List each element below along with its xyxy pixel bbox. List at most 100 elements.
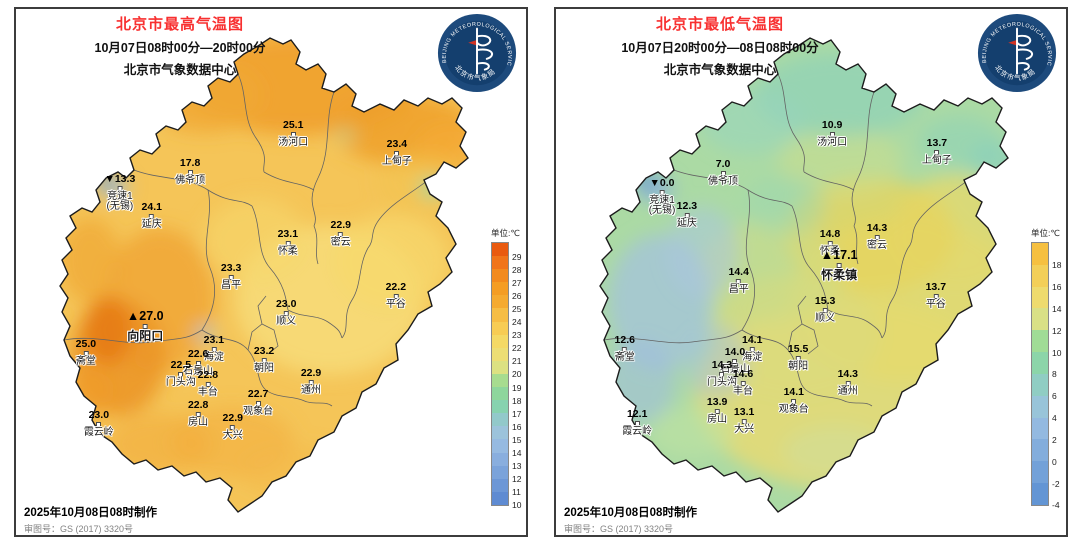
legend-cell: 17: [492, 400, 521, 418]
station-value: 13.7: [925, 280, 947, 293]
station-changping: 14.4 昌平: [729, 267, 749, 296]
station-value: 25.1: [283, 119, 304, 132]
legend-cell: 12: [492, 465, 521, 483]
beijing-meteorological-service-logo: BEIJING METEOROLOGICAL SERVICE 北京市气象局: [434, 8, 518, 94]
station-name: 昌平: [221, 280, 242, 292]
legend-tick-label: 24: [512, 317, 522, 328]
station-name: 密云: [866, 240, 887, 252]
legend-cell: 28: [492, 256, 521, 274]
station-value: 14.3: [711, 359, 733, 372]
map-approval-number: 审图号：GS (2017) 3320号: [564, 524, 674, 534]
page-title: 北京市最高气温图: [115, 16, 244, 33]
legend-cell: 27: [492, 269, 521, 287]
map-header: 北京市最低气温图 10月07日20时00分—08日08时00分 北京市气象数据中…: [570, 13, 870, 78]
logo-glyph: [476, 27, 494, 75]
station-name-line2: (无锡): [106, 201, 134, 213]
station-name: 佛爷顶: [708, 176, 739, 188]
station-value: 14.3: [866, 222, 888, 235]
station-daxing: 13.1 大兴: [734, 406, 754, 436]
legend-cell: 14: [1032, 286, 1061, 313]
map-footer: 2025年10月08日08时制作 审图号：GS (2017) 3320号: [24, 504, 157, 535]
station-name: 汤河口: [278, 137, 309, 149]
legend-tick-label: 29: [512, 251, 522, 262]
station-value: 23.2: [253, 345, 275, 357]
station-value: 22.5: [170, 359, 192, 372]
legend-tick-label: 27: [512, 277, 522, 288]
station-name-line2: (无锡): [648, 205, 676, 217]
legend-tick-label: 12: [512, 474, 522, 485]
station-value: 24.1: [141, 200, 162, 213]
station-shunyi: 15.3 顺义: [815, 296, 835, 325]
map-approval-number: 审图号：GS (2017) 3320号: [24, 524, 134, 534]
station-value: 12.1: [626, 408, 648, 421]
legend-tick-label: -2: [1052, 478, 1060, 489]
station-name: 延庆: [141, 218, 162, 230]
legend-unit-label: 单位:℃: [491, 228, 520, 238]
legend-cell: 25: [492, 295, 521, 313]
legend-tick-label: 19: [512, 382, 522, 393]
station-name: 顺义: [276, 315, 297, 327]
station-name: 平谷: [385, 298, 406, 310]
legend-tick-label: 22: [512, 343, 522, 354]
station-value: 23.0: [88, 409, 110, 422]
legend-unit-label: 单位:℃: [1031, 228, 1060, 238]
station-value: 22.8: [187, 399, 209, 412]
station-value: 17.8: [179, 157, 201, 170]
map-footer: 2025年10月08日08时制作 审图号：GS (2017) 3320号: [564, 504, 697, 535]
station-name: 霞云岭: [83, 427, 114, 439]
station-name: 房山: [707, 413, 728, 425]
station-chaoyang: 15.5 朝阳: [788, 343, 809, 373]
station-name: 丰台: [197, 387, 218, 399]
legend-cell: 19: [492, 373, 521, 392]
station-shunyi: 23.0 顺义: [275, 297, 297, 328]
station-name: 竞速1: [649, 194, 675, 206]
legend-tick-label: 12: [1052, 325, 1062, 336]
station-name: 昌平: [728, 284, 749, 296]
station-name: 汤河口: [817, 137, 848, 149]
station-value: 23.1: [203, 334, 225, 347]
station-pinggu: 13.7 平谷: [925, 280, 947, 311]
legend-cell: 14: [492, 439, 521, 457]
legend-tick-label: 18: [1052, 260, 1062, 271]
legend-cell: 21: [492, 347, 521, 365]
station-value: ▼13.3: [104, 172, 136, 185]
station-value: 23.4: [386, 137, 408, 150]
station-foyeding: 17.8 佛爷顶: [175, 158, 205, 187]
station-name: 竞速1: [107, 190, 133, 202]
station-value: 12.6: [614, 334, 635, 347]
station-name: 顺义: [815, 313, 836, 325]
logo-glyph: [1016, 27, 1034, 75]
made-on-label: 2025年10月08日08时制作: [24, 507, 157, 519]
legend-tick-label: 17: [512, 408, 522, 419]
page-title: 北京市最低气温图: [655, 16, 784, 33]
station-name: 朝阳: [788, 360, 809, 372]
station-value: 22.9: [330, 218, 351, 231]
station-mentougou: 22.5 门头沟: [166, 360, 196, 389]
station-value: 23.0: [275, 297, 297, 310]
period-label: 10月07日20时00分—08日08时00分: [621, 41, 819, 55]
temperature-legend: 单位:℃ 18 16 14 12 10 8 6 4 2 0 -2 -4: [1031, 227, 1062, 509]
station-value: 25.0: [75, 337, 97, 350]
legend-tick-label: 21: [512, 356, 522, 367]
station-name: 平谷: [925, 298, 946, 310]
station-value: 22.7: [247, 387, 269, 400]
legend-cell: 24: [492, 308, 521, 326]
legend-cell: 0: [1032, 439, 1057, 466]
beijing-meteorological-service-logo: BEIJING METEOROLOGICAL SERVICE 北京市气象局: [974, 8, 1058, 94]
station-guanxiangtai: 14.1 观象台: [779, 387, 809, 416]
station-fengtai: 14.6 丰台: [733, 368, 753, 398]
station-value: 14.1: [783, 386, 805, 399]
legend-tick-label: 10: [512, 500, 522, 511]
station-name: 怀柔镇: [821, 268, 858, 283]
station-changping: 23.3 昌平: [221, 263, 241, 292]
station-name: 大兴: [222, 429, 243, 441]
map-header: 北京市最高气温图 10月07日08时00分—20时00分 北京市气象数据中心: [30, 13, 330, 78]
max-temp-panel: 北京市最高气温图 10月07日08时00分—20时00分 北京市气象数据中心 B…: [14, 7, 528, 537]
station-chaoyang: 23.2 朝阳: [253, 345, 275, 375]
station-jingsu1-wuxi: ▼13.3 竞速1 (无锡): [104, 172, 136, 213]
legend-cell: 8: [1032, 352, 1057, 378]
legend-cell: 4: [1032, 395, 1057, 422]
legend-cell: 20: [492, 360, 521, 378]
station-miyun: 14.3 密云: [867, 223, 887, 252]
legend-cell: 6: [1032, 373, 1057, 400]
